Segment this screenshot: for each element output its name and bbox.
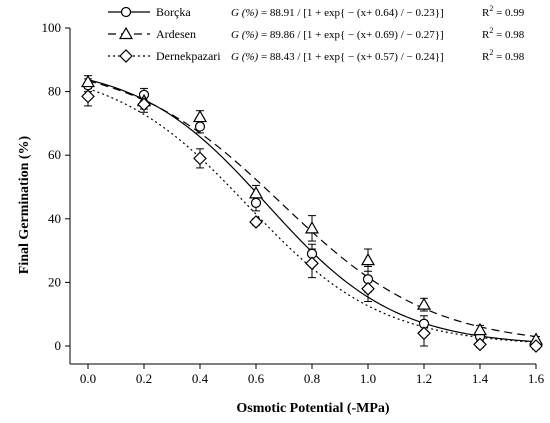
data-point-triangle [248, 186, 264, 199]
y-tick-label: 80 [48, 84, 61, 99]
y-tick-label: 100 [42, 20, 62, 35]
fit-curve-1 [87, 79, 537, 343]
legend-marker-circle [120, 6, 132, 18]
legend-r2: R2 = 0.99 [482, 4, 525, 19]
data-point-diamond [473, 337, 487, 352]
data-point-diamond [305, 256, 319, 271]
data-point-circle [250, 197, 262, 208]
x-tick-label: 0.6 [248, 371, 265, 386]
data-point-triangle [304, 221, 320, 234]
data-point-triangle [472, 322, 488, 336]
data-point-diamond [137, 97, 151, 112]
x-tick-label: 0.4 [192, 371, 209, 386]
legend-r2: R2 = 0.98 [482, 48, 525, 63]
x-tick-label: 1.0 [360, 371, 376, 386]
x-tick-label: 1.6 [528, 371, 545, 386]
legend-label: Borçka [156, 5, 191, 19]
x-tick-label: 1.4 [472, 371, 489, 386]
data-point-triangle [360, 252, 376, 266]
x-axis-title: Osmotic Potential (-MPa) [236, 401, 390, 416]
data-point-diamond [193, 151, 207, 166]
legend-r2: R2 = 0.98 [482, 26, 525, 41]
data-point-diamond [249, 215, 263, 229]
data-point-diamond [417, 326, 431, 341]
legend: Borçka G (%) = 88.91 / [1 + exp{ − (x+ 0.… [108, 4, 525, 63]
y-tick-label: 40 [48, 211, 61, 226]
data-point-triangle [192, 109, 208, 123]
legend-label: Dernekpazari [156, 49, 221, 63]
data-point-triangle [416, 297, 432, 310]
x-tick-label: 0.8 [304, 371, 320, 386]
legend-label: Ardesen [156, 27, 196, 41]
legend-marker-triangle [118, 26, 134, 40]
y-axis-title: Final Germination (%) [17, 135, 32, 274]
legend-equation: G (%) = 89.86 / [1 + exp{ − (x+ 0.69) / … [231, 29, 444, 41]
x-tick-label: 1.2 [416, 371, 432, 386]
data-point-diamond [529, 339, 543, 353]
data-point-diamond [361, 281, 375, 296]
data-point-triangle [80, 74, 96, 88]
legend-equation: G (%) = 88.91 / [1 + exp{ − (x+ 0.64) / … [231, 7, 444, 19]
axes: 0 20 40 60 80 100 0.0 0.2 0.4 0.6 0.8 1.0 1.2 1.4 1.6 [42, 20, 545, 386]
fit-curve-3 [87, 88, 537, 343]
data-point-diamond [81, 89, 95, 104]
plot-area [80, 74, 544, 353]
data-point-circle [194, 121, 206, 132]
fit-curve-2 [87, 80, 537, 338]
y-tick-label: 20 [48, 274, 61, 289]
x-tick-label: 0.0 [80, 371, 96, 386]
x-tick-label: 0.2 [136, 371, 152, 386]
legend-marker-diamond [119, 49, 133, 63]
y-tick-label: 60 [48, 147, 61, 162]
y-tick-label: 0 [55, 338, 62, 353]
legend-equation: G (%) = 88.43 / [1 + exp{ − (x+ 0.57) / … [231, 51, 444, 63]
